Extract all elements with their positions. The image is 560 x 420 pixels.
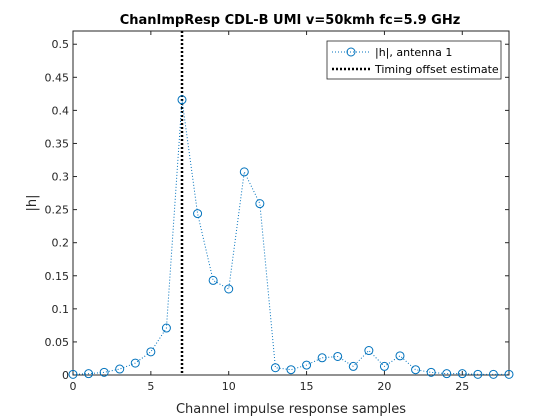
x-tick-label: 15 xyxy=(300,380,314,393)
data-point xyxy=(239,167,249,177)
data-point xyxy=(99,367,109,377)
y-tick-label: 0.35 xyxy=(45,137,70,150)
data-point xyxy=(208,275,218,285)
y-tick-label: 0.4 xyxy=(52,104,70,117)
data-point xyxy=(146,347,156,357)
x-axis-ticks: 0 5 10 15 20 25 xyxy=(70,31,469,393)
y-tick-label: 0.15 xyxy=(45,270,70,283)
x-tick-label: 5 xyxy=(147,380,154,393)
plot-area xyxy=(72,30,510,376)
y-tick-label: 0.5 xyxy=(52,38,70,51)
data-point xyxy=(161,323,171,333)
data-point xyxy=(193,209,203,219)
data-point xyxy=(302,360,312,370)
x-tick-label: 25 xyxy=(455,380,469,393)
data-point xyxy=(504,369,514,379)
y-tick-label: 0.1 xyxy=(52,303,70,316)
legend: |h|, antenna 1 Timing offset estimate xyxy=(326,40,502,80)
legend-series-marker xyxy=(346,47,356,57)
y-axis-ticks: 0 0.05 0.1 0.15 0.2 0.25 0.3 0.35 0.4 0.45 0.5 xyxy=(45,38,509,382)
data-point xyxy=(270,363,280,373)
data-point xyxy=(426,367,436,377)
data-point xyxy=(411,365,421,375)
x-axis-label: Channel impulse response samples xyxy=(176,402,406,417)
data-point xyxy=(68,369,78,379)
legend-vline-label: Timing offset estimate xyxy=(374,63,499,76)
data-point xyxy=(130,358,140,368)
y-tick-label: 0.05 xyxy=(45,336,70,349)
data-point xyxy=(177,95,187,105)
legend-box xyxy=(326,40,502,80)
y-tick-label: 0.3 xyxy=(52,171,70,184)
x-tick-label: 20 xyxy=(377,380,391,393)
data-point xyxy=(457,369,467,379)
y-tick-label: 0.2 xyxy=(52,237,70,250)
legend-series-label: |h|, antenna 1 xyxy=(375,46,452,59)
data-point xyxy=(115,364,125,374)
chart-title: ChanImpResp CDL-B UMI v=50kmh fc=5.9 GHz xyxy=(120,13,461,28)
data-point xyxy=(395,351,405,361)
series-group xyxy=(68,95,514,379)
data-point xyxy=(364,346,374,356)
data-point xyxy=(333,351,343,361)
y-axis-label: |h| xyxy=(25,195,40,212)
data-point xyxy=(379,361,389,371)
data-point xyxy=(224,284,234,294)
data-point xyxy=(255,199,265,209)
data-point xyxy=(473,369,483,379)
data-point xyxy=(488,369,498,379)
data-point xyxy=(317,353,327,363)
y-tick-label: 0.25 xyxy=(45,204,70,217)
data-point xyxy=(84,369,94,379)
data-point xyxy=(348,361,358,371)
x-tick-label: 10 xyxy=(222,380,236,393)
data-point xyxy=(286,365,296,375)
x-tick-label: 0 xyxy=(70,380,77,393)
y-tick-label: 0 xyxy=(62,369,69,382)
y-tick-label: 0.45 xyxy=(45,71,70,84)
data-point xyxy=(442,369,452,379)
